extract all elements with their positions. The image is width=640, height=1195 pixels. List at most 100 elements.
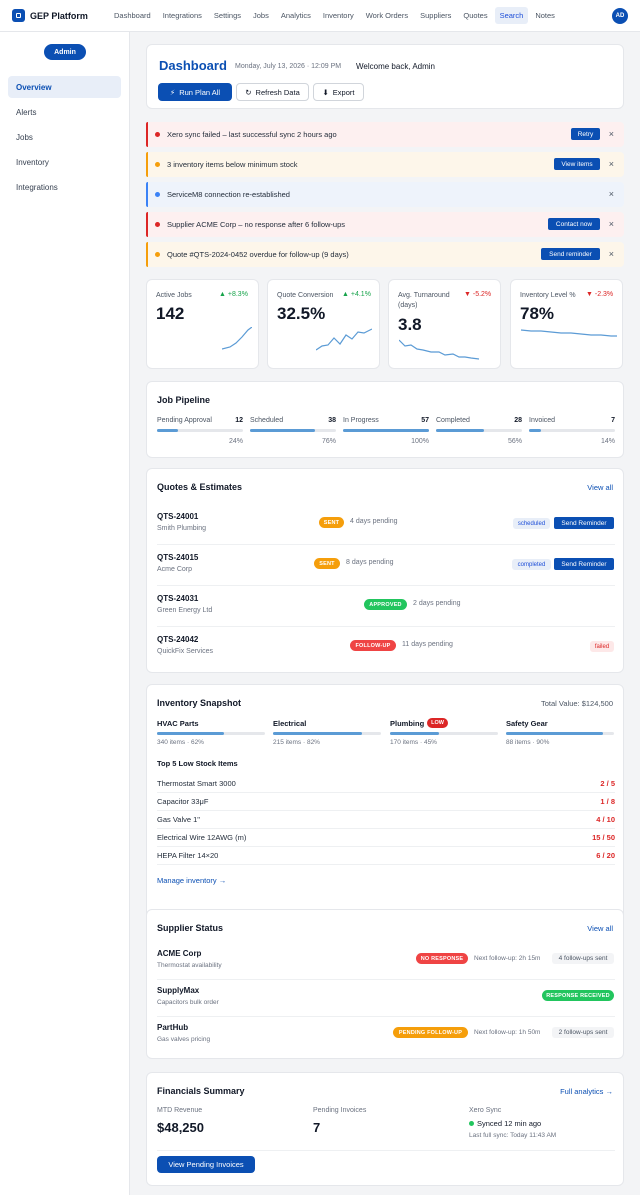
contact-now-button[interactable]: Contact now bbox=[548, 218, 600, 230]
supplier-status-badge: PENDING FOLLOW-UP bbox=[393, 1027, 468, 1038]
sidebar-item-integrations[interactable]: Integrations bbox=[16, 182, 58, 192]
low-stock-row[interactable]: HEPA Filter 14×20 6 / 20 bbox=[157, 847, 615, 865]
nav-analytics[interactable]: Analytics bbox=[280, 11, 311, 20]
supplier-request: Capacitors bulk order bbox=[157, 999, 219, 1006]
sidebar-item-jobs[interactable]: Jobs bbox=[16, 132, 33, 142]
user-avatar[interactable]: AD bbox=[612, 8, 628, 24]
arrow-up-icon: ▲ bbox=[219, 291, 228, 298]
full-analytics-link[interactable]: Full analytics → bbox=[560, 1087, 613, 1096]
alert-servicem8: ServiceM8 connection re-established × bbox=[146, 182, 624, 207]
pending-days: 2 days pending bbox=[413, 600, 461, 607]
category-bar-fill bbox=[390, 732, 439, 735]
quotes-card: Quotes & Estimates View all QTS-24001 Sm… bbox=[146, 468, 624, 673]
top-bar: GEP Platform Dashboard Integrations Sett… bbox=[0, 0, 640, 32]
low-stock-row[interactable]: Capacitor 33μF 1 / 8 bbox=[157, 793, 615, 811]
supplier-request: Thermostat availability bbox=[157, 962, 222, 969]
low-stock-row[interactable]: Electrical Wire 12AWG (m) 15 / 50 bbox=[157, 829, 615, 847]
logo-icon bbox=[12, 9, 25, 22]
status-tag: scheduled bbox=[513, 518, 550, 529]
status-badge: FOLLOW-UP bbox=[350, 640, 396, 651]
error-dot-icon bbox=[155, 132, 160, 137]
kpi-delta: ▲ +4.1% bbox=[342, 291, 371, 298]
stage-bar-fill bbox=[250, 429, 316, 432]
stage-count: 38 bbox=[328, 417, 336, 424]
app-logo[interactable]: GEP Platform bbox=[12, 9, 102, 22]
sidebar-item-alerts[interactable]: Alerts bbox=[16, 107, 37, 117]
quote-row[interactable]: QTS-24042 QuickFix Services FOLLOW-UP 11… bbox=[157, 627, 615, 668]
item-name: Capacitor 33μF bbox=[157, 797, 209, 806]
section-title: Supplier Status bbox=[157, 923, 224, 933]
send-reminder-button[interactable]: Send Reminder bbox=[554, 558, 614, 570]
quote-row[interactable]: QTS-24015 Acme Corp SENT 8 days pending … bbox=[157, 545, 615, 586]
close-icon[interactable]: × bbox=[608, 219, 614, 229]
quote-row[interactable]: QTS-24001 Smith Plumbing SENT 4 days pen… bbox=[157, 504, 615, 545]
close-icon[interactable]: × bbox=[608, 129, 614, 139]
stage-count: 57 bbox=[421, 417, 429, 424]
kpi-value: 32.5% bbox=[277, 304, 326, 323]
alert-accent bbox=[146, 212, 148, 237]
view-pending-invoices-button[interactable]: View Pending Invoices bbox=[157, 1156, 255, 1173]
close-icon[interactable]: × bbox=[608, 249, 614, 259]
nav-notes[interactable]: Notes bbox=[535, 11, 555, 20]
quote-row[interactable]: QTS-24031 Green Energy Ltd APPROVED 2 da… bbox=[157, 586, 615, 627]
retry-button[interactable]: Retry bbox=[571, 128, 600, 140]
kpi-quote-conversion[interactable]: Quote Conversion ▲ +4.1% 32.5% bbox=[267, 279, 380, 369]
quote-id: QTS-24001 bbox=[157, 512, 199, 521]
nav-quotes[interactable]: Quotes bbox=[463, 11, 488, 20]
low-stock-row[interactable]: Gas Valve 1" 4 / 10 bbox=[157, 811, 615, 829]
stage-bar-track bbox=[436, 429, 522, 432]
view-items-button[interactable]: View items bbox=[554, 158, 600, 170]
supplier-request: Gas valves pricing bbox=[157, 1036, 211, 1043]
nav-inventory[interactable]: Inventory bbox=[322, 11, 354, 20]
supplier-row[interactable]: ACME Corp Thermostat availability NO RES… bbox=[157, 943, 615, 980]
kpi-active-jobs[interactable]: Active Jobs ▲ +8.3% 142 bbox=[146, 279, 259, 369]
nav-dashboard[interactable]: Dashboard bbox=[114, 11, 151, 20]
supplier-status-card: Supplier Status View all ACME Corp Therm… bbox=[146, 909, 624, 1059]
supplier-name: PartHub bbox=[157, 1023, 189, 1032]
supplier-row[interactable]: PartHub Gas valves pricing PENDING FOLLO… bbox=[157, 1017, 615, 1054]
run-plan-button[interactable]: ⚡ Run Plan All bbox=[158, 83, 232, 101]
stage-count: 7 bbox=[611, 417, 615, 424]
suppliers-view-all-link[interactable]: View all bbox=[587, 924, 613, 933]
send-reminder-button[interactable]: Send reminder bbox=[541, 248, 600, 260]
sidebar-item-overview[interactable]: Overview bbox=[8, 76, 121, 98]
supplier-row[interactable]: SupplyMax Capacitors bulk order RESPONSE… bbox=[157, 980, 615, 1017]
item-qty: 1 / 8 bbox=[600, 797, 615, 806]
stage-label: Invoiced bbox=[529, 417, 556, 424]
nav-work-orders[interactable]: Work Orders bbox=[365, 11, 409, 20]
section-title: Inventory Snapshot bbox=[157, 698, 242, 708]
item-qty: 15 / 50 bbox=[592, 833, 615, 842]
sync-status-dot-icon bbox=[469, 1121, 474, 1126]
sparkline bbox=[521, 329, 617, 337]
xero-last-sync: Last full sync: Today 11:43 AM bbox=[469, 1132, 557, 1139]
kpi-inventory-level[interactable]: Inventory Level % ▼ -2.3% 78% bbox=[510, 279, 623, 369]
stage-bar-track bbox=[157, 429, 243, 432]
nav-jobs[interactable]: Jobs bbox=[253, 11, 269, 20]
category-bar-track bbox=[273, 732, 381, 735]
nav-settings[interactable]: Settings bbox=[213, 11, 242, 20]
next-follow-up: Next follow-up: 1h 50m bbox=[474, 1029, 541, 1036]
quotes-view-all-link[interactable]: View all bbox=[587, 483, 613, 492]
mtd-revenue-value: $48,250 bbox=[157, 1120, 204, 1135]
sparkline bbox=[316, 328, 372, 351]
kpi-avg-turnaround[interactable]: Avg. Turnaround (days) ▼ -5.2% 3.8 bbox=[388, 279, 501, 369]
category-bar-track bbox=[506, 732, 614, 735]
close-icon[interactable]: × bbox=[608, 189, 614, 199]
nav-suppliers[interactable]: Suppliers bbox=[420, 11, 452, 20]
export-button[interactable]: ⬇ Export bbox=[313, 83, 364, 101]
send-reminder-button[interactable]: Send Reminder bbox=[554, 517, 614, 529]
close-icon[interactable]: × bbox=[608, 159, 614, 169]
alert-message: Xero sync failed – last successful sync … bbox=[167, 130, 337, 139]
manage-inventory-link[interactable]: Manage inventory → bbox=[157, 876, 227, 885]
sidebar-item-inventory[interactable]: Inventory bbox=[16, 157, 49, 167]
supplier-name: SupplyMax bbox=[157, 986, 200, 995]
stage-label: Scheduled bbox=[250, 417, 284, 424]
nav-search[interactable]: Search bbox=[494, 7, 529, 24]
alert-xero-sync: Xero sync failed – last successful sync … bbox=[146, 122, 624, 147]
alert-message: Quote #QTS-2024-0452 overdue for follow-… bbox=[167, 250, 349, 259]
alert-supplier-acme: Supplier ACME Corp – no response after 6… bbox=[146, 212, 624, 237]
low-stock-row[interactable]: Thermostat Smart 3000 2 / 5 bbox=[157, 775, 615, 793]
nav-integrations[interactable]: Integrations bbox=[162, 11, 202, 20]
quote-client: Smith Plumbing bbox=[157, 525, 207, 532]
refresh-button[interactable]: ↻ Refresh Data bbox=[236, 83, 309, 101]
